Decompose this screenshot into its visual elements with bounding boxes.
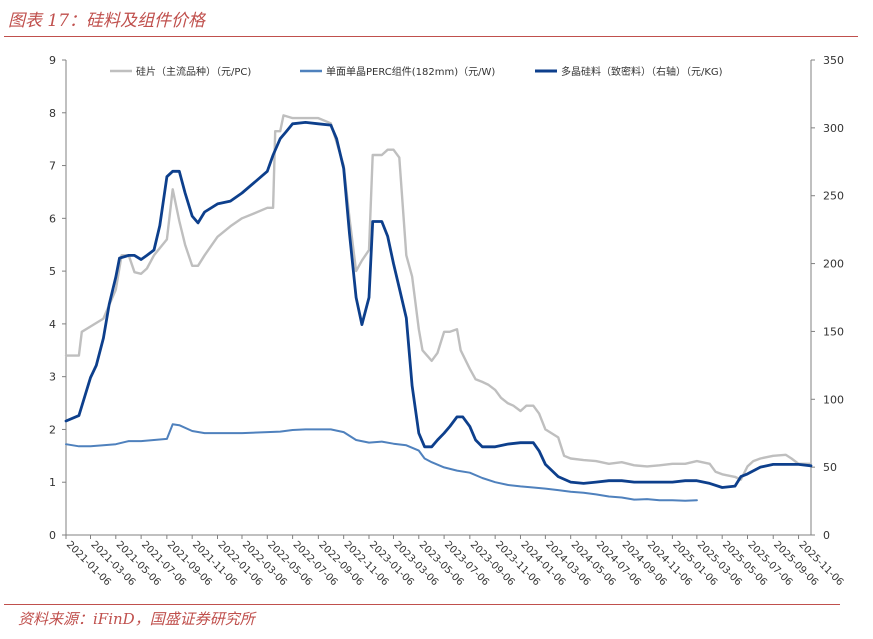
y-right-tick-label: 0 <box>823 529 830 542</box>
y-left-tick-label: 1 <box>49 476 56 489</box>
y-right-tick-label: 50 <box>823 461 837 474</box>
figure-title: 图表 17：硅料及组件价格 <box>8 11 206 31</box>
y-left-tick-label: 5 <box>49 265 56 278</box>
title-divider <box>4 36 858 37</box>
source-note: 资料来源：iFinD，国盛证券研究所 <box>18 610 255 628</box>
y-left-tick-label: 7 <box>49 160 56 173</box>
y-right-tick-label: 100 <box>823 393 844 406</box>
chart-legend: 硅片（主流品种）（元/PC) 单面单晶PERC组件(182mm)（元/W) 多晶硅料… <box>110 65 723 78</box>
legend-label-2: 单面单晶PERC组件(182mm)（元/W) <box>326 65 495 78</box>
series-line-1 <box>64 114 813 481</box>
y-left-tick-label: 9 <box>49 54 56 67</box>
y-left-tick-label: 3 <box>49 371 56 384</box>
legend-label-1: 硅片（主流品种）（元/PC) <box>136 65 251 78</box>
y-left-tick-label: 0 <box>49 529 56 542</box>
y-right-tick-label: 350 <box>823 54 844 67</box>
y-right-tick-label: 150 <box>823 325 844 338</box>
series-line-3 <box>64 121 813 489</box>
chart-axes: 01234567890501001502002503003502021-01-0… <box>49 54 845 588</box>
y-right-tick-label: 250 <box>823 190 844 203</box>
y-left-tick-label: 2 <box>49 423 56 436</box>
y-right-tick-label: 300 <box>823 122 844 135</box>
y-right-tick-label: 200 <box>823 258 844 271</box>
legend-label-3: 多晶硅料（致密料）（右轴）（元/KG) <box>561 65 723 78</box>
chart-lines <box>64 114 813 502</box>
series-line-2 <box>65 423 698 502</box>
y-left-tick-label: 6 <box>49 212 56 225</box>
y-left-tick-label: 4 <box>49 318 56 331</box>
footer-divider <box>4 604 840 605</box>
y-left-tick-label: 8 <box>49 107 56 120</box>
